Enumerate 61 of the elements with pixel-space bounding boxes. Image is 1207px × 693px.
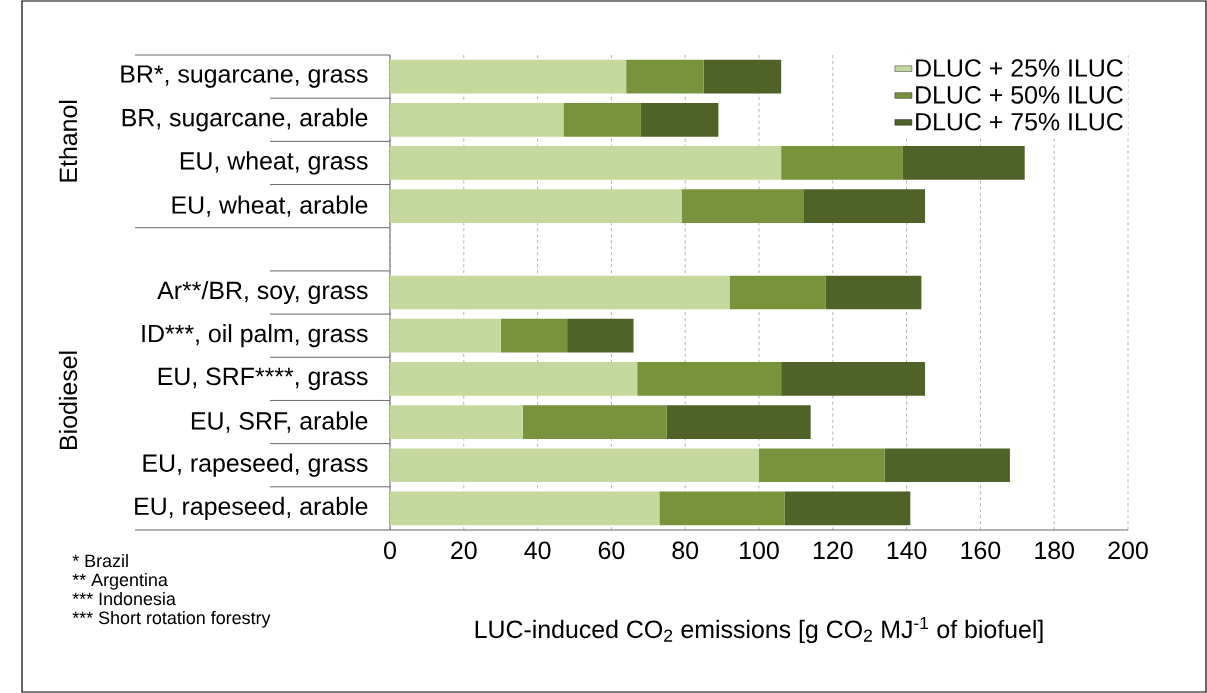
bar <box>390 405 523 439</box>
bar <box>500 318 568 353</box>
text: *** Short rotation forestry <box>72 611 271 628</box>
bar <box>390 146 782 180</box>
x-tick-label: 40 <box>524 541 551 560</box>
legend-label: DLUC + 25% ILUC <box>916 59 1123 77</box>
bar <box>659 491 785 526</box>
y-tick-label: EU, SRF****, grass <box>158 367 368 391</box>
bar <box>390 491 660 526</box>
bar <box>781 362 926 396</box>
text: ** Argentina <box>72 573 168 590</box>
x-tick-label: 160 <box>961 541 1001 560</box>
bar <box>884 448 1010 483</box>
y-tick-label: Ar**/BR, soy, grass <box>157 280 368 305</box>
x-axis-title: LUC-induced CO$_{2}$ emissions [g CO$_{2}$ MJ$^{-1}$ of biofuel] <box>475 616 1043 644</box>
bar <box>390 189 682 223</box>
x-tick-label: 0 <box>384 541 396 560</box>
text: Biodiesel <box>58 351 78 449</box>
bar <box>681 189 804 223</box>
bar <box>825 275 922 310</box>
bar <box>522 405 667 439</box>
text: *** Indonesia <box>72 592 176 606</box>
x-tick-label: 60 <box>598 541 625 560</box>
x-tick-label: 80 <box>672 541 699 560</box>
y-tick-label: BR, sugarcane, arable <box>122 108 368 132</box>
x-tick-label: 120 <box>813 541 853 560</box>
x-tick-label: 140 <box>887 541 927 560</box>
x-tick-label: 20 <box>451 541 477 560</box>
y-tick-label: ID***, oil palm, grass <box>142 324 368 348</box>
bar <box>626 59 704 94</box>
x-tick-label: 200 <box>1108 541 1148 560</box>
bar <box>390 318 501 353</box>
y-tick-label: EU, SRF, arable <box>191 411 368 433</box>
bar <box>390 102 564 137</box>
bar <box>640 102 719 137</box>
bar <box>567 318 634 353</box>
x-tick-label: 100 <box>740 541 779 560</box>
bar <box>390 59 627 94</box>
text: Ethanol <box>58 100 78 182</box>
y-tick-label: EU, wheat, grass <box>180 151 368 175</box>
y-tick-label: EU, rapeseed, arable <box>135 496 368 521</box>
bar <box>563 102 641 137</box>
bar <box>803 189 926 223</box>
y-tick-label: EU, wheat, arable <box>172 195 368 217</box>
bar <box>390 448 759 483</box>
y-tick-label: EU, rapeseed, grass <box>143 453 368 477</box>
bar <box>637 362 782 396</box>
bar <box>781 146 903 180</box>
bar <box>759 448 885 483</box>
bar <box>784 491 911 526</box>
x-tick-label: 180 <box>1035 541 1074 560</box>
text: * Brazil <box>72 554 128 568</box>
y-tick-label: BR*, sugarcane, grass <box>121 65 368 88</box>
bar <box>390 362 638 396</box>
bar <box>902 146 1025 180</box>
bar <box>703 59 782 94</box>
bar <box>390 275 730 310</box>
legend-label: DLUC + 75% ILUC <box>916 112 1123 131</box>
bar <box>666 405 811 439</box>
bar <box>729 275 826 310</box>
legend-label: DLUC + 50% ILUC <box>916 86 1123 104</box>
